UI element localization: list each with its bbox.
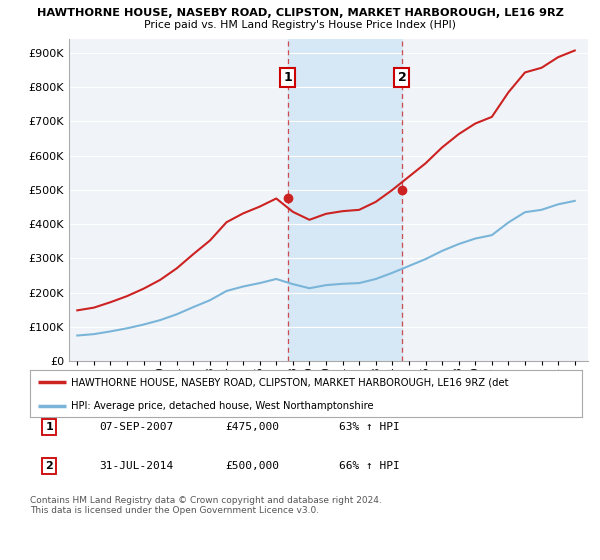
Text: 66% ↑ HPI: 66% ↑ HPI <box>339 461 400 471</box>
Text: 07-SEP-2007: 07-SEP-2007 <box>99 422 173 432</box>
Text: £500,000: £500,000 <box>225 461 279 471</box>
Text: HPI: Average price, detached house, West Northamptonshire: HPI: Average price, detached house, West… <box>71 402 374 411</box>
Bar <box>288 39 402 361</box>
Text: 63% ↑ HPI: 63% ↑ HPI <box>339 422 400 432</box>
Text: HAWTHORNE HOUSE, NASEBY ROAD, CLIPSTON, MARKET HARBOROUGH, LE16 9RZ (det: HAWTHORNE HOUSE, NASEBY ROAD, CLIPSTON, … <box>71 377 509 388</box>
Text: 1: 1 <box>46 422 53 432</box>
Text: Price paid vs. HM Land Registry's House Price Index (HPI): Price paid vs. HM Land Registry's House … <box>144 20 456 30</box>
Text: HAWTHORNE HOUSE, NASEBY ROAD, CLIPSTON, MARKET HARBOROUGH, LE16 9RZ: HAWTHORNE HOUSE, NASEBY ROAD, CLIPSTON, … <box>37 8 563 18</box>
Text: 31-JUL-2014: 31-JUL-2014 <box>99 461 173 471</box>
Text: 1: 1 <box>283 71 292 85</box>
Text: 2: 2 <box>46 461 53 471</box>
Text: 2: 2 <box>398 71 406 85</box>
Text: Contains HM Land Registry data © Crown copyright and database right 2024.
This d: Contains HM Land Registry data © Crown c… <box>30 496 382 515</box>
Text: £475,000: £475,000 <box>225 422 279 432</box>
